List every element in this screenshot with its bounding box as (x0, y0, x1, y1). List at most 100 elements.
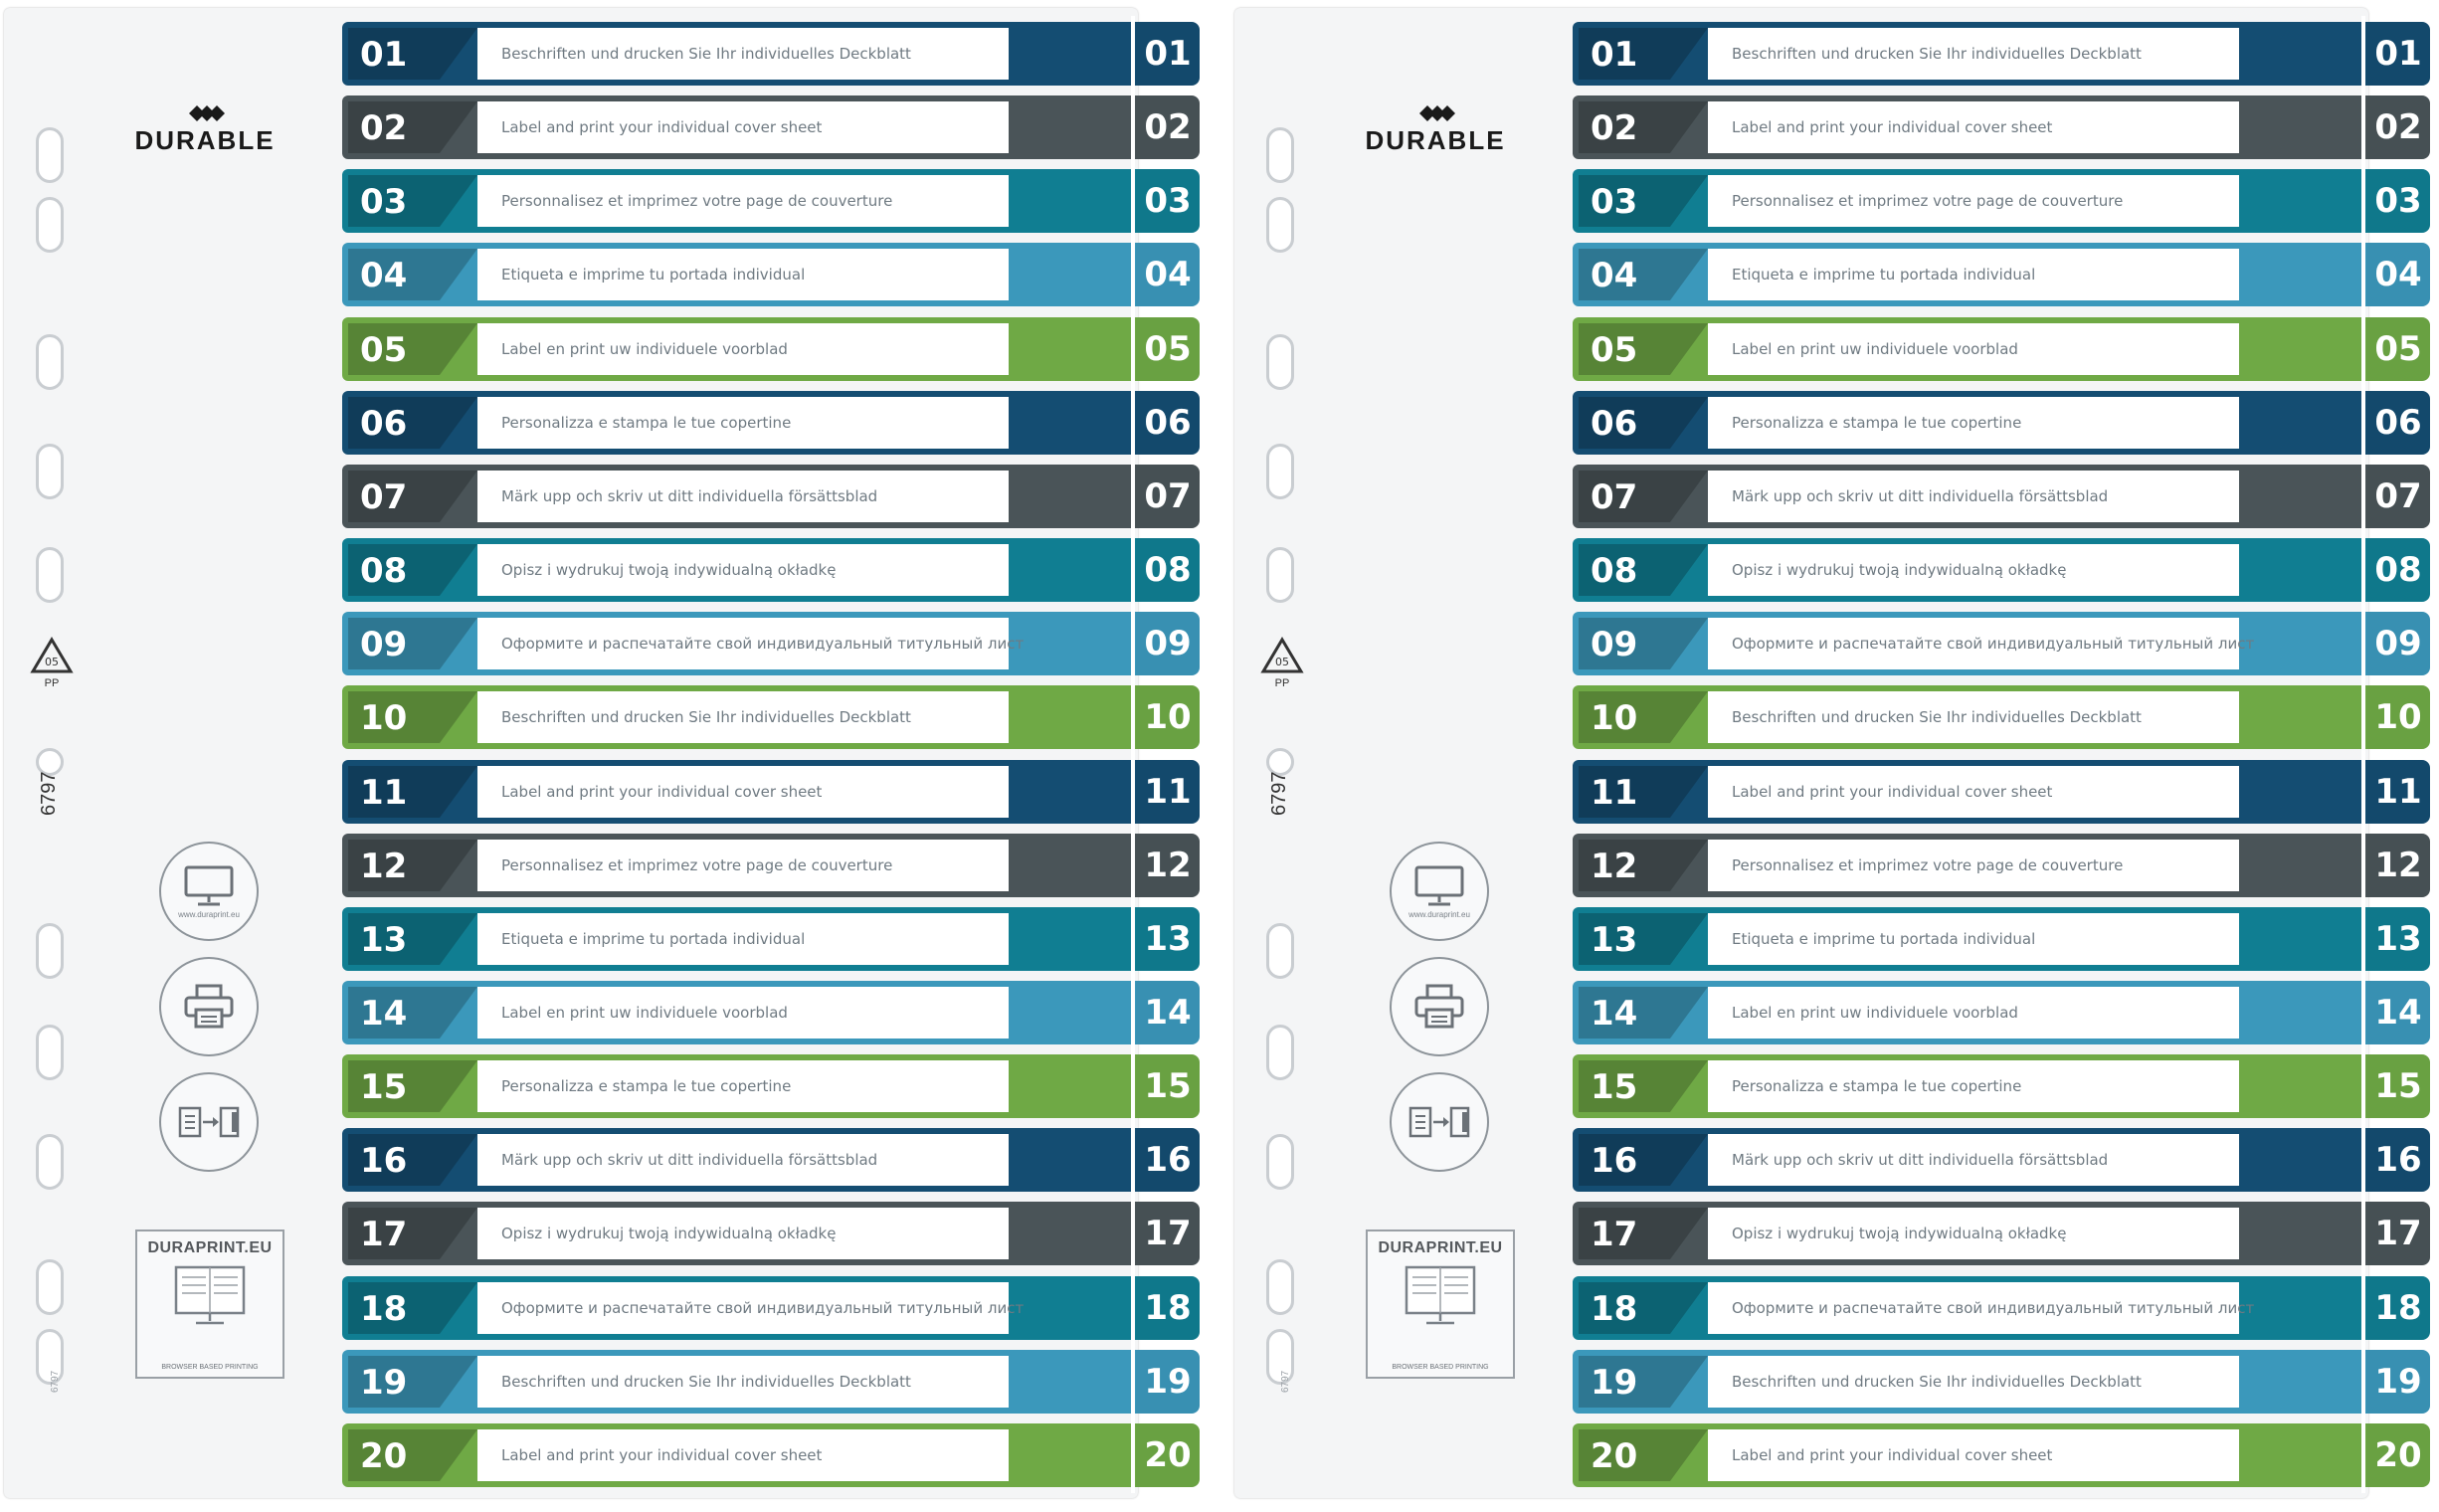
label-field[interactable]: Opisz i wydrukuj twoją indywidualną okła… (477, 1208, 1009, 1260)
label-field[interactable]: Label and print your individual cover sh… (1708, 101, 2239, 154)
index-tab[interactable]: 08 (1136, 538, 1200, 603)
index-tab[interactable]: 17 (2366, 1202, 2430, 1266)
divider-row: 16 Märk upp och skriv ut ditt individuel… (342, 1122, 1200, 1199)
divider-row: 18 Оформите и распечатайте свой индивиду… (342, 1269, 1200, 1346)
index-tab[interactable]: 11 (2366, 759, 2430, 824)
label-field[interactable]: Label en print uw individuele voorblad (477, 986, 1009, 1039)
label-field[interactable]: Beschriften und drucken Sie Ihr individu… (1708, 1355, 2239, 1408)
index-tab[interactable]: 11 (1136, 759, 1200, 824)
divider-bar: 03 Personnalisez et imprimez votre page … (342, 169, 1136, 234)
row-label-text: Label en print uw individuele voorblad (1732, 1003, 2018, 1022)
index-tab[interactable]: 09 (2366, 612, 2430, 676)
label-field[interactable]: Label and print your individual cover sh… (477, 101, 1009, 154)
index-tab[interactable]: 20 (1136, 1422, 1200, 1487)
label-field[interactable]: Label en print uw individuele voorblad (1708, 986, 2239, 1039)
index-tab[interactable]: 12 (1136, 833, 1200, 897)
label-field[interactable]: Beschriften und drucken Sie Ihr individu… (477, 1355, 1009, 1408)
label-field[interactable]: Personnalisez et imprimez votre page de … (477, 839, 1009, 891)
index-tab[interactable]: 15 (1136, 1054, 1200, 1119)
label-field[interactable]: Etiqueta e imprime tu portada individual (1708, 912, 2239, 965)
label-field[interactable]: Opisz i wydrukuj twoją indywidualną okła… (1708, 544, 2239, 597)
index-tab[interactable]: 14 (1136, 980, 1200, 1044)
label-field[interactable]: Opisz i wydrukuj twoją indywidualną okła… (1708, 1208, 2239, 1260)
label-field[interactable]: Label and print your individual cover sh… (1708, 1428, 2239, 1481)
label-field[interactable]: Оформите и распечатайте свой индивидуаль… (477, 1281, 1024, 1334)
index-tab[interactable]: 13 (2366, 906, 2430, 971)
label-field[interactable]: Beschriften und drucken Sie Ihr individu… (1708, 28, 2239, 80)
index-tab[interactable]: 19 (1136, 1349, 1200, 1414)
label-field[interactable]: Personalizza e stampa le tue copertine (477, 396, 1009, 449)
divider-row: 08 Opisz i wydrukuj twoją indywidualną o… (342, 532, 1200, 609)
row-label-text: Opisz i wydrukuj twoją indywidualną okła… (1732, 561, 2067, 580)
index-tab[interactable]: 15 (2366, 1054, 2430, 1119)
row-number: 13 (1591, 919, 1638, 960)
index-tab[interactable]: 03 (2366, 169, 2430, 234)
label-field[interactable]: Märk upp och skriv ut ditt individuella … (477, 1134, 1009, 1187)
index-tab[interactable]: 13 (1136, 906, 1200, 971)
divider-row: 05 Label en print uw individuele voorbla… (342, 310, 1200, 387)
index-tab[interactable]: 02 (1136, 95, 1200, 160)
label-field[interactable]: Personnalisez et imprimez votre page de … (1708, 175, 2239, 228)
label-field[interactable]: Label and print your individual cover sh… (1708, 765, 2239, 818)
divider-bar: 14 Label en print uw individuele voorbla… (1573, 980, 2366, 1044)
index-tab[interactable]: 05 (1136, 316, 1200, 381)
index-tab[interactable]: 18 (2366, 1275, 2430, 1340)
row-label-text: Label and print your individual cover sh… (1732, 782, 2053, 801)
number-badge: 08 (348, 544, 477, 597)
index-tab[interactable]: 18 (1136, 1275, 1200, 1340)
label-field[interactable]: Label and print your individual cover sh… (477, 1428, 1009, 1481)
index-tab[interactable]: 20 (2366, 1422, 2430, 1487)
label-field[interactable]: Märk upp och skriv ut ditt individuella … (477, 470, 1009, 522)
row-label-text: Label en print uw individuele voorblad (501, 1003, 788, 1022)
label-field[interactable]: Beschriften und drucken Sie Ihr individu… (477, 691, 1009, 744)
label-field[interactable]: Beschriften und drucken Sie Ihr individu… (1708, 691, 2239, 744)
label-field[interactable]: Label en print uw individuele voorblad (477, 322, 1009, 375)
label-field[interactable]: Etiqueta e imprime tu portada individual (477, 249, 1009, 301)
number-badge: 05 (1579, 322, 1708, 375)
label-field[interactable]: Оформите и распечатайте свой индивидуаль… (477, 618, 1024, 670)
label-field[interactable]: Personalizza e stampa le tue copertine (1708, 396, 2239, 449)
label-field[interactable]: Beschriften und drucken Sie Ihr individu… (477, 28, 1009, 80)
index-tab[interactable]: 02 (2366, 95, 2430, 160)
index-tab[interactable]: 10 (1136, 685, 1200, 750)
index-tab[interactable]: 16 (2366, 1128, 2430, 1193)
divider-bar: 06 Personalizza e stampa le tue copertin… (1573, 390, 2366, 455)
label-field[interactable]: Label and print your individual cover sh… (477, 765, 1009, 818)
label-field[interactable]: Оформите и распечатайте свой индивидуаль… (1708, 618, 2254, 670)
index-tab[interactable]: 16 (1136, 1128, 1200, 1193)
label-field[interactable]: Personalizza e stampa le tue copertine (477, 1060, 1009, 1113)
label-field[interactable]: Label en print uw individuele voorblad (1708, 322, 2239, 375)
index-tab[interactable]: 10 (2366, 685, 2430, 750)
tab-seam (2361, 606, 2365, 682)
index-tab[interactable]: 04 (2366, 243, 2430, 307)
label-field[interactable]: Märk upp och skriv ut ditt individuella … (1708, 470, 2239, 522)
index-tab[interactable]: 12 (2366, 833, 2430, 897)
index-tab[interactable]: 05 (2366, 316, 2430, 381)
label-field[interactable]: Оформите и распечатайте свой индивидуаль… (1708, 1281, 2254, 1334)
number-badge: 11 (348, 765, 477, 818)
label-field[interactable]: Märk upp och skriv ut ditt individuella … (1708, 1134, 2239, 1187)
label-field[interactable]: Etiqueta e imprime tu portada individual (477, 912, 1009, 965)
index-tab[interactable]: 06 (2366, 390, 2430, 455)
punch-hole (36, 1259, 64, 1315)
index-tab[interactable]: 14 (2366, 980, 2430, 1044)
label-field[interactable]: Personnalisez et imprimez votre page de … (477, 175, 1009, 228)
index-tab[interactable]: 07 (2366, 464, 2430, 528)
index-tab[interactable]: 08 (2366, 538, 2430, 603)
divider-bar: 15 Personalizza e stampa le tue copertin… (342, 1054, 1136, 1119)
index-tab[interactable]: 17 (1136, 1202, 1200, 1266)
index-tab[interactable]: 06 (1136, 390, 1200, 455)
label-field[interactable]: Etiqueta e imprime tu portada individual (1708, 249, 2239, 301)
index-tab[interactable]: 09 (1136, 612, 1200, 676)
index-tab[interactable]: 04 (1136, 243, 1200, 307)
index-tab[interactable]: 07 (1136, 464, 1200, 528)
index-tab[interactable]: 03 (1136, 169, 1200, 234)
label-field[interactable]: Personnalisez et imprimez votre page de … (1708, 839, 2239, 891)
index-tab[interactable]: 19 (2366, 1349, 2430, 1414)
number-badge: 02 (348, 101, 477, 154)
label-field[interactable]: Opisz i wydrukuj twoją indywidualną okła… (477, 544, 1009, 597)
index-tab[interactable]: 01 (1136, 22, 1200, 86)
index-tab[interactable]: 01 (2366, 22, 2430, 86)
label-field[interactable]: Personalizza e stampa le tue copertine (1708, 1060, 2239, 1113)
tab-number: 03 (1144, 181, 1192, 222)
